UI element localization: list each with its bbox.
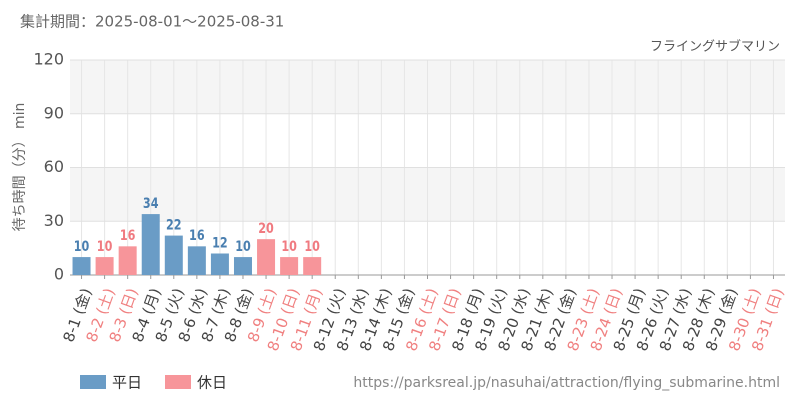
bar bbox=[187, 246, 206, 275]
value-label: 10 bbox=[97, 238, 113, 255]
bar bbox=[233, 257, 252, 275]
y-axis-label: 待ち時間（分） min bbox=[12, 103, 28, 232]
value-label: 16 bbox=[120, 227, 136, 244]
chart-title: フライングサブマリン bbox=[650, 39, 780, 55]
y-tick-label: 30 bbox=[44, 211, 64, 230]
legend-label: 平日 bbox=[112, 374, 142, 392]
period: 集計期間：2025-08-01～2025-08-31 bbox=[20, 13, 284, 31]
legend-label: 休日 bbox=[197, 374, 227, 392]
y-tick-label: 90 bbox=[44, 103, 64, 122]
value-label: 10 bbox=[74, 238, 90, 255]
legend-swatch bbox=[165, 375, 191, 389]
bar bbox=[95, 257, 114, 275]
value-label: 10 bbox=[235, 238, 251, 255]
bar bbox=[303, 257, 322, 275]
bar bbox=[72, 257, 91, 275]
value-label: 34 bbox=[143, 195, 159, 212]
value-label: 10 bbox=[281, 238, 297, 255]
legend-swatch bbox=[80, 375, 106, 389]
value-label: 20 bbox=[258, 220, 274, 237]
y-tick-label: 60 bbox=[44, 157, 64, 176]
bar bbox=[210, 253, 229, 275]
y-tick-label: 0 bbox=[54, 265, 64, 284]
value-label: 12 bbox=[212, 234, 228, 251]
bar bbox=[257, 239, 276, 275]
source-url: https://parksreal.jp/nasuhai/attraction/… bbox=[353, 375, 780, 391]
bar bbox=[280, 257, 299, 275]
bar bbox=[118, 246, 137, 275]
y-tick-label: 120 bbox=[33, 50, 64, 69]
bar bbox=[164, 235, 183, 275]
value-label: 10 bbox=[304, 238, 320, 255]
value-label: 22 bbox=[166, 216, 182, 233]
value-label: 16 bbox=[189, 227, 205, 244]
bar bbox=[141, 214, 160, 275]
